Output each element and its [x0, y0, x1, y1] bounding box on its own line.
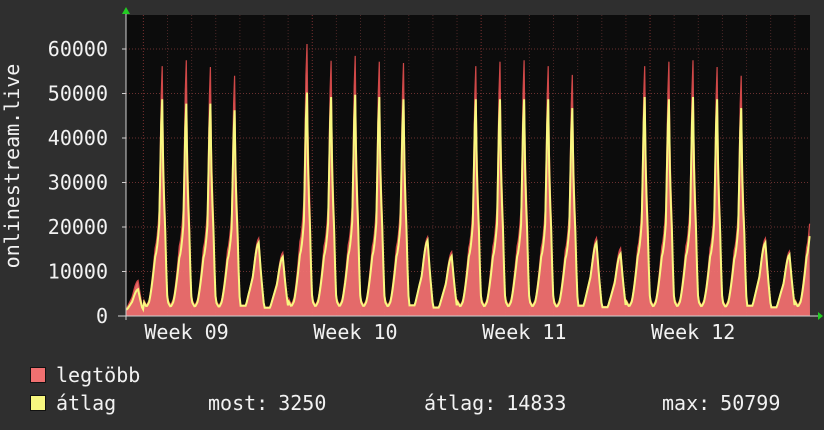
x-tick-label: Week 09	[144, 320, 228, 344]
x-tick-label: Week 11	[482, 320, 566, 344]
y-tick-label: 50000	[48, 82, 108, 106]
x-tick-label: Week 12	[651, 320, 735, 344]
x-axis-arrow	[818, 312, 823, 320]
y-axis-arrow	[122, 7, 130, 14]
stat-current: most: 3250	[208, 391, 327, 415]
series-line-avg	[126, 92, 811, 313]
stat-average: átlag: 14833	[424, 391, 567, 415]
legend-swatch-max	[30, 367, 46, 383]
y-tick-label: 10000	[48, 260, 108, 284]
y-tick-labels: 0 10000 20000 30000 40000 50000 60000	[48, 37, 126, 328]
y-tick-label: 20000	[48, 215, 108, 239]
legend-label-max: legtöbb	[56, 363, 141, 387]
series-group	[125, 43, 811, 316]
x-tick-labels: Week 09 Week 10 Week 11 Week 12	[144, 320, 735, 344]
y-tick-label: 0	[96, 304, 108, 328]
x-tick-label: Week 10	[313, 320, 397, 344]
legend-swatch-avg	[30, 395, 46, 411]
legend: legtöbb átlag most: 3250 átlag: 14833 max:…	[30, 362, 810, 418]
legend-row-avg: átlag most: 3250 átlag: 14833 max: 50799	[30, 390, 810, 418]
axes	[118, 7, 823, 320]
y-tick-label: 40000	[48, 126, 108, 150]
grid	[126, 15, 810, 316]
y-tick-label: 60000	[48, 37, 108, 61]
stat-max: max: 50799	[662, 391, 781, 415]
legend-row-max: legtöbb	[30, 362, 810, 390]
y-tick-label: 30000	[48, 171, 108, 195]
y-axis-label: onlinestream.live	[0, 64, 24, 269]
legend-label-avg: átlag	[56, 391, 117, 415]
